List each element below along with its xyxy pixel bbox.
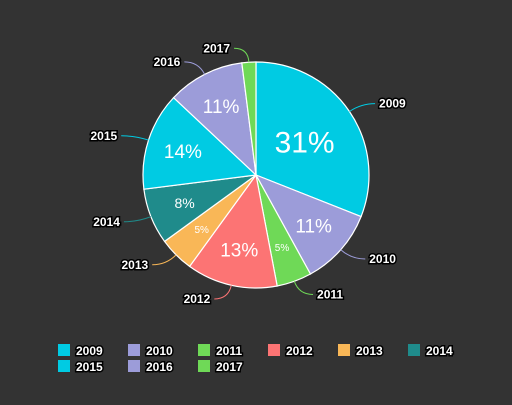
legend-label-2017[interactable]: 2017	[215, 359, 245, 376]
label-connectors	[121, 47, 376, 300]
percent-label-2010: 11%	[295, 216, 332, 237]
category-label-2015: 2015	[91, 129, 118, 143]
pie-slice-2010[interactable]	[254, 173, 362, 275]
percent-label-2013: 5%	[194, 225, 209, 236]
percent-label-2016: 11%	[203, 97, 240, 118]
category-label-2010: 2010	[369, 252, 396, 266]
pie-slice-2012[interactable]	[188, 173, 278, 289]
legend-label-2011[interactable]: 2011	[215, 343, 244, 360]
percent-label-2014: 8%	[174, 195, 194, 211]
category-label-2016: 2016	[154, 55, 181, 69]
connector-2014	[123, 216, 152, 223]
legend-swatch-2012[interactable]	[268, 344, 280, 356]
legend-swatch-2016[interactable]	[128, 360, 140, 372]
legend-label-2009[interactable]: 2009	[75, 343, 105, 360]
legend-label-2012[interactable]: 2012	[285, 343, 315, 360]
connector-2011	[293, 281, 314, 295]
pie-slice-2009[interactable]	[255, 61, 370, 218]
category-label-2011: 2011	[317, 287, 343, 301]
category-label-2013: 2013	[121, 258, 148, 272]
legend-label-2013[interactable]: 2013	[355, 343, 385, 360]
percent-label-2009: 31%	[275, 126, 335, 159]
legend-label-2015[interactable]: 2015	[75, 359, 105, 376]
legend-swatch-2015[interactable]	[58, 360, 70, 372]
legend: 2009 2010 2011 2012 2013 2014 2015 2016 2017	[58, 343, 455, 376]
legend-label-2010[interactable]: 2010	[145, 343, 175, 360]
pie-slices	[142, 61, 370, 289]
legend-swatch-2013[interactable]	[338, 344, 350, 356]
legend-swatch-2009[interactable]	[58, 344, 70, 356]
category-label-2009: 2009	[379, 97, 406, 111]
connector-2015	[121, 135, 149, 141]
percent-labels: 31% 11% 5% 13% 5% 8% 14% 11%	[164, 97, 335, 261]
connector-2013	[152, 254, 177, 266]
pie-slice-2015[interactable]	[142, 96, 258, 190]
category-label-2017: 2017	[203, 41, 230, 55]
connector-2009	[349, 103, 376, 112]
percent-label-2012: 13%	[220, 241, 258, 262]
pie-slice-2016[interactable]	[172, 62, 257, 177]
connector-2016	[184, 61, 206, 75]
legend-label-2014[interactable]: 2014	[425, 343, 455, 360]
legend-label-2016[interactable]: 2016	[145, 359, 175, 376]
legend-swatch-2017[interactable]	[198, 360, 210, 372]
legend-swatch-2011[interactable]	[198, 344, 210, 356]
category-label-2014: 2014	[93, 215, 120, 229]
legend-swatch-2014[interactable]	[408, 344, 420, 356]
connector-2012	[214, 285, 232, 300]
connector-2017	[234, 47, 250, 63]
percent-label-2011: 5%	[275, 243, 290, 254]
category-label-2012: 2012	[184, 292, 211, 306]
legend-swatch-2010[interactable]	[128, 344, 140, 356]
percent-label-2015: 14%	[164, 142, 202, 163]
category-labels: 2009 2010 2011 2012 2013 2014 2015 2016 2017	[89, 40, 408, 308]
connector-2010	[340, 249, 366, 260]
